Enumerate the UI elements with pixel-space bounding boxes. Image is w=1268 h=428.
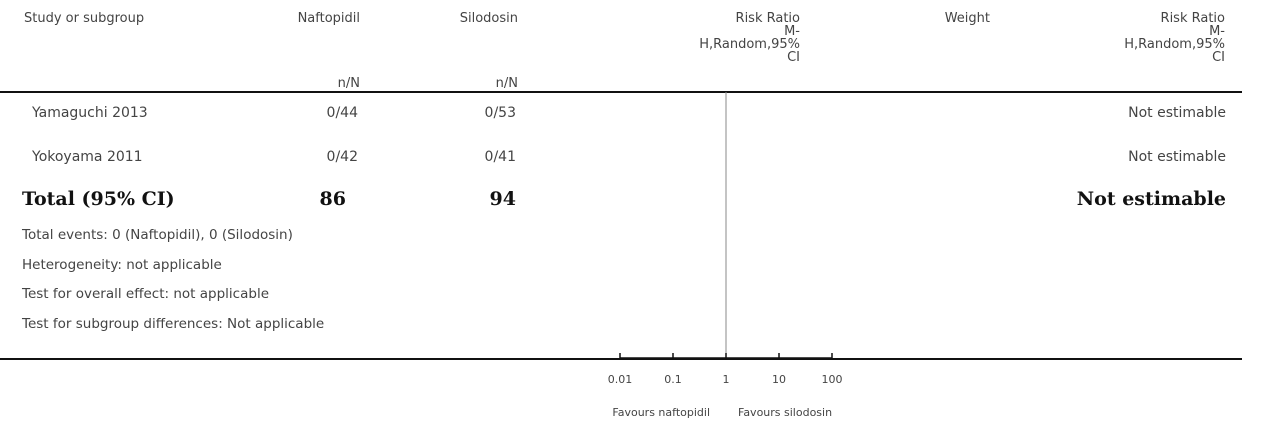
note-overall-effect: Test for overall effect: not applicable (22, 286, 270, 302)
study-naftopidil-events: 0/42 (326, 149, 358, 165)
favours-naftopidil-label: Favours naftopidil (612, 406, 710, 419)
note-heterogeneity: Heterogeneity: not applicable (22, 257, 222, 273)
x-axis-tick-label: 0.01 (608, 373, 633, 386)
header-silodosin: Silodosin (459, 11, 518, 26)
header-rr-value-line2: M- (1209, 24, 1225, 39)
header-risk-ratio-plot: Risk Ratio M- H,Random,95% CI (660, 12, 800, 64)
header-weight: Weight (944, 11, 990, 26)
x-axis-tick-label: 0.1 (664, 373, 682, 386)
study-silodosin-events: 0/53 (484, 105, 516, 121)
note-subgroup-differences: Test for subgroup differences: Not appli… (22, 316, 325, 332)
header-study: Study or subgroup (24, 11, 145, 26)
bottom-rule (0, 358, 1242, 360)
x-axis-tick-label: 10 (772, 373, 786, 386)
header-rr-value-line3: H,Random,95% (1124, 37, 1225, 52)
header-rr-plot-line1: Risk Ratio (735, 11, 800, 26)
header-silodosin-nN: n/N (495, 76, 518, 91)
total-silodosin: 94 (489, 188, 516, 210)
header-rr-value-line1: Risk Ratio (1160, 11, 1225, 26)
study-naftopidil-events: 0/44 (326, 105, 358, 121)
header-rr-plot-line4: CI (787, 50, 800, 65)
study-risk-ratio: Not estimable (1128, 105, 1226, 121)
header-naftopidil: Naftopidil (297, 11, 360, 26)
study-name: Yamaguchi 2013 (32, 105, 148, 121)
x-axis-tick-label: 1 (723, 373, 730, 386)
header-rr-plot-line3: H,Random,95% (699, 37, 800, 52)
header-risk-ratio-value: Risk Ratio M- H,Random,95% CI (1100, 12, 1225, 64)
header-rr-plot-line2: M- (784, 24, 800, 39)
study-name: Yokoyama 2011 (32, 149, 143, 165)
favours-silodosin-label: Favours silodosin (738, 406, 833, 419)
total-label: Total (95% CI) (22, 188, 175, 210)
header-rr-value-line4: CI (1212, 50, 1225, 65)
x-axis-tick-label: 100 (822, 373, 843, 386)
note-total-events: Total events: 0 (Naftopidil), 0 (Silodos… (22, 227, 293, 243)
study-silodosin-events: 0/41 (484, 149, 516, 165)
total-naftopidil: 86 (319, 188, 346, 210)
study-risk-ratio: Not estimable (1128, 149, 1226, 165)
total-risk-ratio: Not estimable (1076, 188, 1226, 210)
header-rule (0, 91, 1242, 93)
header-naftopidil-nN: n/N (337, 76, 360, 91)
